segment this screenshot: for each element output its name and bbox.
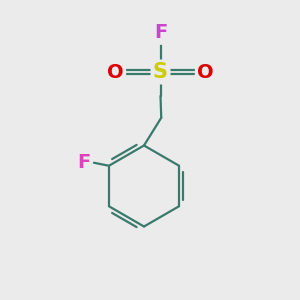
Text: F: F (154, 23, 167, 43)
Text: O: O (107, 62, 124, 82)
Text: F: F (77, 153, 90, 172)
Text: S: S (153, 62, 168, 82)
Text: O: O (197, 62, 214, 82)
